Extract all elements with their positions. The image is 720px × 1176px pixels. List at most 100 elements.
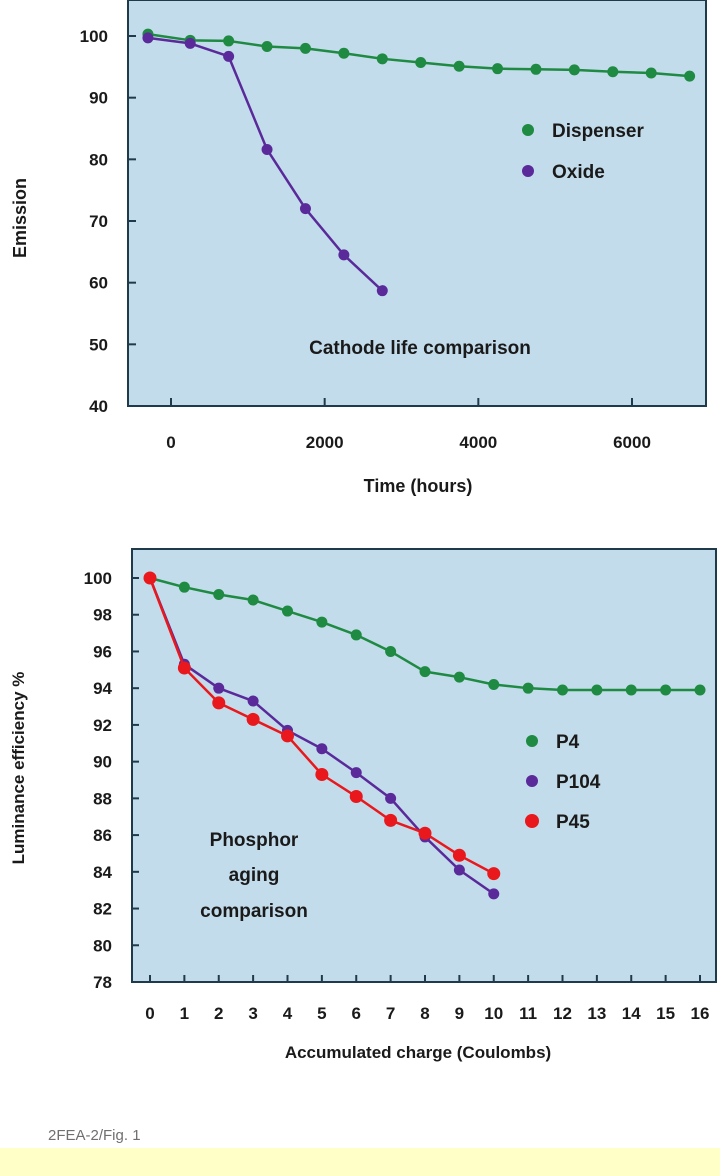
x-tick-label: 12 [553, 1004, 572, 1023]
y-tick-label: 50 [89, 335, 108, 354]
data-point-dispenser [415, 57, 427, 69]
x-axis-ticks: 0 1 2 3 4 5 6 7 8 9 10 11 12 13 14 15 16 [145, 975, 709, 1023]
legend: P4 P104 P45 [525, 732, 601, 833]
data-point-dispenser [338, 47, 350, 59]
y-tick-label: 98 [93, 606, 112, 625]
x-tick-label: 4000 [459, 433, 497, 452]
footer-band [0, 1148, 720, 1176]
y-tick-label: 96 [93, 642, 112, 661]
y-axis-label: Emission [10, 178, 30, 258]
data-point-dispenser [684, 70, 696, 82]
y-tick-label: 88 [93, 789, 112, 808]
data-point-dispenser [530, 63, 542, 75]
y-tick-label: 40 [89, 397, 108, 416]
x-tick-label: 0 [166, 433, 175, 452]
data-point-dispenser [645, 67, 657, 79]
chart-cathode-life: 40 50 60 70 80 90 100 0 2000 4000 6000 Cathode li… [10, 0, 707, 496]
data-point-dispenser [492, 63, 504, 75]
data-point-p4 [591, 684, 603, 696]
x-tick-label: 3 [248, 1004, 257, 1023]
annotation-line-3: comparison [200, 901, 308, 922]
data-point-oxide [299, 203, 311, 215]
data-point-oxide [376, 285, 388, 297]
data-point-p4 [385, 645, 397, 657]
data-point-p45 [281, 729, 294, 743]
x-tick-label: 0 [145, 1004, 154, 1023]
y-tick-label: 86 [93, 826, 112, 845]
y-axis-label: Luminance efficiency % [9, 672, 28, 865]
x-tick-label: 16 [691, 1004, 710, 1023]
legend-marker-dispenser [522, 124, 534, 136]
data-point-dispenser [607, 66, 619, 78]
x-tick-label: 5 [317, 1004, 326, 1023]
data-point-oxide [142, 32, 154, 44]
data-point-p104 [316, 743, 328, 755]
data-point-p45 [143, 571, 157, 585]
legend: Dispenser Oxide [522, 121, 644, 183]
data-point-dispenser [376, 53, 388, 65]
data-point-p104 [213, 682, 225, 694]
data-point-p45 [452, 848, 466, 862]
y-tick-label: 100 [84, 569, 112, 588]
data-point-p45 [487, 867, 501, 881]
series-layer [143, 571, 706, 900]
data-point-p104 [488, 888, 500, 900]
y-tick-label: 90 [93, 753, 112, 772]
data-point-p104 [247, 695, 259, 707]
x-tick-label: 9 [455, 1004, 464, 1023]
y-tick-label: 80 [89, 150, 108, 169]
y-tick-label: 78 [93, 973, 112, 992]
data-point-dispenser [453, 60, 465, 72]
legend-label-p4: P4 [556, 732, 580, 753]
x-tick-label: 11 [519, 1004, 537, 1023]
data-point-p4 [247, 594, 259, 606]
data-point-p45 [349, 790, 363, 804]
y-tick-label: 92 [93, 716, 112, 735]
data-point-p4 [488, 679, 500, 691]
data-point-dispenser [261, 40, 273, 52]
x-tick-label: 2 [214, 1004, 223, 1023]
data-point-p45 [177, 661, 191, 675]
legend-label-p104: P104 [556, 772, 601, 793]
data-point-dispenser [223, 35, 235, 47]
legend-marker-p104 [526, 775, 538, 787]
data-point-p4 [453, 671, 465, 683]
y-tick-label: 90 [89, 89, 108, 108]
x-tick-label: 7 [386, 1004, 395, 1023]
data-point-p4 [660, 684, 672, 696]
x-tick-label: 15 [656, 1004, 675, 1023]
data-point-oxide [223, 50, 235, 62]
data-point-p104 [385, 792, 397, 804]
y-tick-label: 94 [93, 679, 112, 698]
x-tick-label: 2000 [306, 433, 344, 452]
data-point-p104 [350, 767, 362, 779]
data-point-p4 [350, 629, 362, 641]
data-point-dispenser [568, 64, 580, 76]
x-tick-label: 6000 [613, 433, 651, 452]
y-axis-ticks: 78 80 82 84 86 88 90 92 94 96 98 100 [84, 569, 139, 992]
x-tick-label: 13 [587, 1004, 606, 1023]
data-point-p4 [178, 581, 190, 593]
x-tick-label: 1 [180, 1004, 189, 1023]
annotation-line-1: Phosphor [210, 830, 299, 851]
y-axis-ticks: 40 50 60 70 80 90 100 [80, 27, 136, 416]
legend-marker-p4 [526, 735, 538, 747]
data-point-oxide [184, 37, 196, 49]
data-point-p4 [213, 589, 225, 601]
legend-label-dispenser: Dispenser [552, 121, 644, 142]
x-tick-label: 10 [484, 1004, 503, 1023]
figure-caption: 2FEA-2/Fig. 1 [48, 1127, 141, 1144]
data-point-p4 [282, 605, 293, 617]
y-tick-label: 84 [93, 863, 112, 882]
x-tick-label: 14 [622, 1004, 641, 1023]
plot-area [131, 548, 717, 983]
y-tick-label: 60 [89, 274, 108, 293]
legend-marker-p45 [525, 814, 539, 828]
legend-label-p45: P45 [556, 812, 590, 833]
x-tick-label: 6 [352, 1004, 361, 1023]
data-point-p4 [522, 682, 534, 694]
x-tick-label: 4 [283, 1004, 293, 1023]
data-point-oxide [338, 249, 350, 261]
